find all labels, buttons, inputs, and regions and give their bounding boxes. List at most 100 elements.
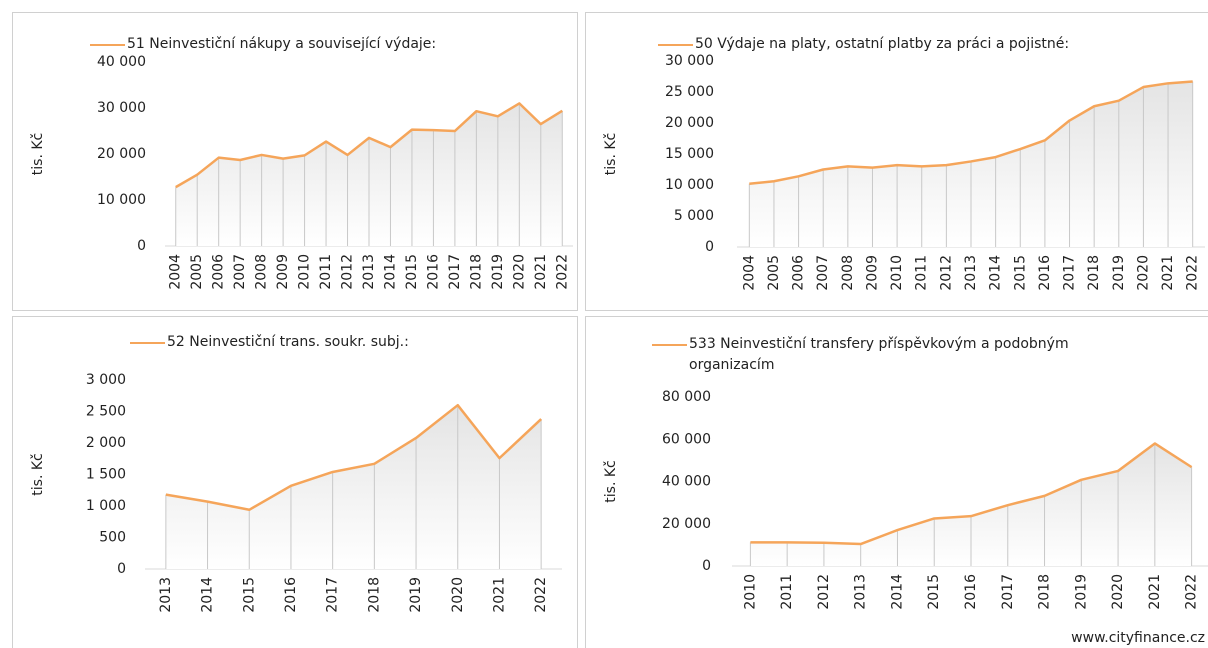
- y-tick-label: 60 000: [662, 431, 711, 447]
- y-tick-label: 40 000: [662, 474, 711, 490]
- x-tick-label: 2019: [1111, 255, 1127, 291]
- y-tick-label: 500: [99, 530, 126, 546]
- x-tick-label: 2009: [864, 255, 880, 291]
- x-tick-label: 2011: [318, 254, 334, 290]
- x-tick-label: 2022: [1184, 574, 1200, 610]
- x-tick-label: 2008: [840, 255, 856, 291]
- y-tick-label: 3 000: [86, 372, 126, 388]
- x-tick-label: 2005: [766, 255, 782, 291]
- y-tick-label: 0: [137, 238, 146, 254]
- line: [165, 403, 543, 512]
- y-axis-label: tis. Kč: [603, 460, 619, 502]
- y-tick-label: 40 000: [97, 54, 146, 70]
- x-tick-label: 2017: [1000, 574, 1016, 610]
- x-tick-label: 2022: [554, 254, 570, 290]
- x-tick-label: 2018: [366, 577, 382, 613]
- line: [750, 442, 1193, 546]
- x-tick-label: 2021: [1160, 255, 1176, 291]
- x-tick-label: 2022: [1185, 255, 1201, 291]
- legend-label: 533 Neinvestiční transfery příspěvkovým …: [689, 336, 1069, 373]
- x-tick-label: 2018: [1086, 255, 1102, 291]
- x-tick-label: 2013: [853, 574, 869, 610]
- x-tick-label: 2009: [275, 254, 291, 290]
- x-tick-label: 2020: [450, 577, 466, 613]
- x-tick-label: 2015: [1012, 255, 1028, 291]
- y-tick-label: 5 000: [674, 208, 714, 224]
- y-axis-label: tis. Kč: [30, 133, 46, 175]
- x-tick-label: 2017: [1062, 255, 1078, 291]
- legend-label: 52 Neinvestiční trans. soukr. subj.:: [167, 334, 409, 350]
- x-tick-label: 2004: [741, 255, 757, 291]
- y-tick-label: 10 000: [97, 192, 146, 208]
- y-tick-label: 30 000: [97, 100, 146, 116]
- legend-swatch: [90, 44, 125, 46]
- y-tick-label: 25 000: [665, 84, 714, 100]
- legend-swatch: [658, 44, 693, 46]
- y-tick-label: 0: [702, 558, 711, 574]
- y-tick-label: 0: [117, 561, 126, 577]
- footer: www.cityfinance.cz: [1071, 630, 1205, 646]
- x-tick-label: 2021: [491, 577, 507, 613]
- x-tick-label: 2006: [211, 254, 227, 290]
- x-tick-label: 2014: [889, 574, 905, 610]
- x-tick-label: 2014: [200, 577, 216, 613]
- x-tick-label: 2022: [533, 577, 549, 613]
- legend: 50 Výdaje na platy, ostatní platby za pr…: [658, 34, 1198, 55]
- y-tick-label: 30 000: [665, 53, 714, 69]
- x-tick-label: 2008: [254, 254, 270, 290]
- x-tick-label: 2014: [988, 255, 1004, 291]
- x-tick-label: 2010: [742, 574, 758, 610]
- x-tick-label: 2016: [1037, 255, 1053, 291]
- x-tick-label: 2012: [340, 254, 356, 290]
- x-tick-label: 2019: [1073, 574, 1089, 610]
- x-tick-label: 2019: [490, 254, 506, 290]
- x-tick-label: 2005: [189, 254, 205, 290]
- y-tick-label: 1 000: [86, 498, 126, 514]
- y-tick-label: 20 000: [662, 516, 711, 532]
- x-tick-label: 2015: [241, 577, 257, 613]
- panel: [12, 12, 578, 311]
- panel: [12, 316, 578, 648]
- x-tick-label: 2020: [1110, 574, 1126, 610]
- y-tick-label: 80 000: [662, 389, 711, 405]
- legend-label: 51 Neinvestiční nákupy a související výd…: [127, 36, 437, 52]
- y-tick-label: 20 000: [665, 115, 714, 131]
- x-tick-label: 2018: [1037, 574, 1053, 610]
- x-tick-label: 2021: [533, 254, 549, 290]
- legend: 52 Neinvestiční trans. soukr. subj.:: [130, 332, 550, 353]
- x-tick-label: 2011: [779, 574, 795, 610]
- line: [175, 102, 563, 189]
- legend: 51 Neinvestiční nákupy a související výd…: [90, 34, 560, 55]
- y-tick-label: 2 500: [86, 404, 126, 420]
- y-tick-label: 20 000: [97, 146, 146, 162]
- x-tick-label: 2012: [938, 255, 954, 291]
- y-tick-label: 10 000: [665, 177, 714, 193]
- x-tick-label: 2007: [815, 255, 831, 291]
- panel: [585, 316, 1208, 648]
- x-tick-label: 2020: [1135, 255, 1151, 291]
- x-tick-label: 2012: [816, 574, 832, 610]
- x-tick-label: 2021: [1147, 574, 1163, 610]
- x-tick-label: 2016: [963, 574, 979, 610]
- x-tick-label: 2020: [511, 254, 527, 290]
- x-tick-label: 2011: [914, 255, 930, 291]
- x-tick-label: 2015: [404, 254, 420, 290]
- y-axis-label: tis. Kč: [603, 133, 619, 175]
- legend-swatch: [130, 342, 165, 344]
- x-tick-label: 2006: [791, 255, 807, 291]
- panel: [585, 12, 1208, 311]
- x-tick-label: 2013: [158, 577, 174, 613]
- legend-swatch: [652, 344, 687, 346]
- line: [749, 80, 1193, 186]
- x-tick-label: 2017: [325, 577, 341, 613]
- x-tick-label: 2019: [408, 577, 424, 613]
- legend: 533 Neinvestiční transfery příspěvkovým …: [652, 334, 1152, 376]
- x-tick-label: 2013: [361, 254, 377, 290]
- x-tick-label: 2015: [926, 574, 942, 610]
- x-tick-label: 2013: [963, 255, 979, 291]
- y-tick-label: 15 000: [665, 146, 714, 162]
- x-tick-label: 2014: [382, 254, 398, 290]
- y-tick-label: 1 500: [86, 467, 126, 483]
